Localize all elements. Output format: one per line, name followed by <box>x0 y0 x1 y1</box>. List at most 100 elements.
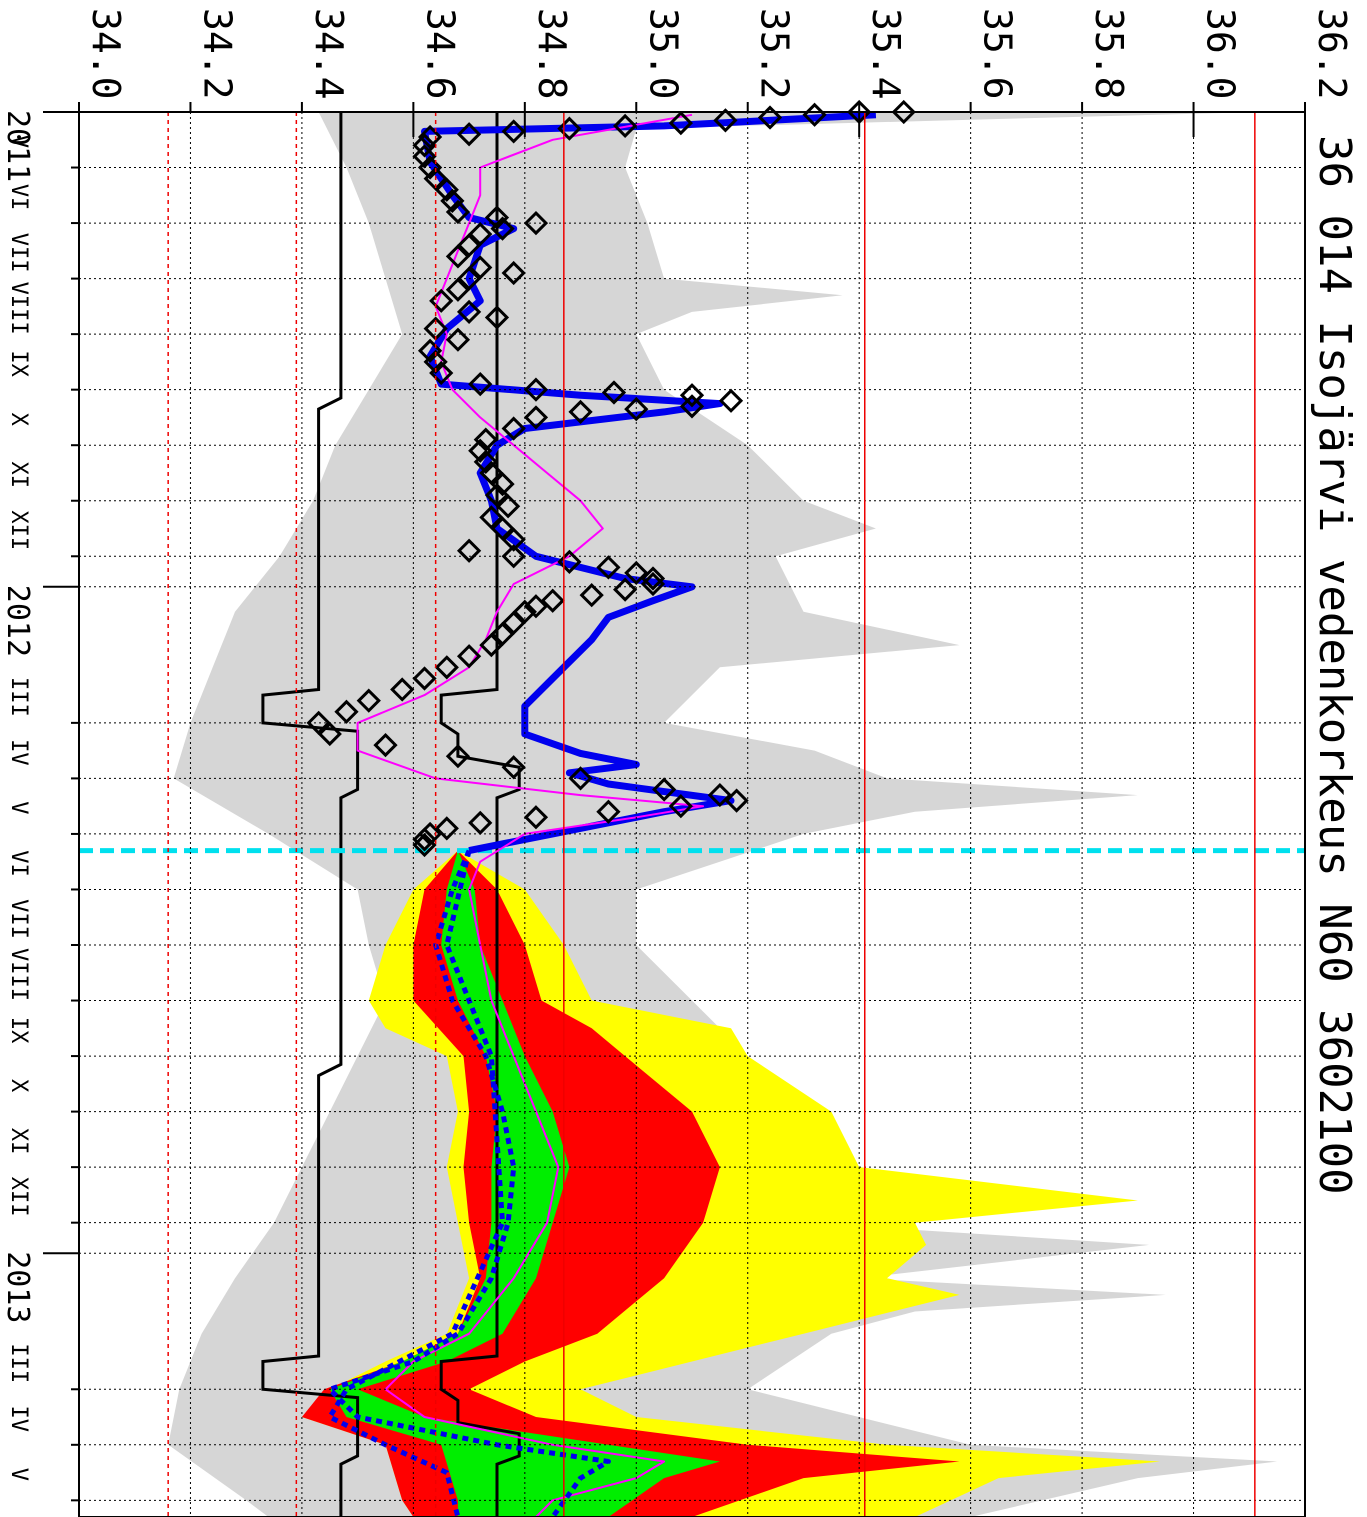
observation-marker <box>484 483 510 508</box>
observation-marker <box>468 438 493 463</box>
observation-marker <box>601 380 627 405</box>
chart-title: 36 014 Isojärvi vedenkorkeus N60 3602100 <box>1309 135 1360 1195</box>
observation-marker <box>473 427 498 452</box>
time-tick-label: IX <box>6 350 31 377</box>
observation-marker <box>640 571 666 597</box>
observation-marker <box>557 549 582 574</box>
series-line-2 <box>327 849 611 1517</box>
observation-marker <box>468 255 493 280</box>
value-tick-label: 34.2 <box>195 8 239 100</box>
observation-marker <box>501 610 526 636</box>
observation-marker <box>718 388 744 413</box>
observation-marker <box>495 494 521 519</box>
observation-marker <box>490 621 515 647</box>
historical-range-band <box>168 112 1278 1517</box>
time-tick-label: VII <box>6 233 31 273</box>
observation-marker <box>568 766 593 791</box>
observation-marker <box>613 577 638 602</box>
axes: 34.0 34.2 34.4 34.6 34.8 35.0 35.2 35.4 35.6 35.8… <box>0 8 1354 1517</box>
time-tick-label: VI <box>6 850 31 877</box>
observation-marker <box>490 216 515 241</box>
value-tick-label: 34.6 <box>418 8 462 100</box>
observation-marker <box>434 655 459 680</box>
time-tick-label: V <box>6 801 31 814</box>
observation-marker <box>445 244 471 269</box>
observation-marker <box>445 744 471 769</box>
observation-marker <box>652 777 677 802</box>
observation-marker <box>412 832 437 858</box>
observation-marker <box>523 405 549 430</box>
observation-marker <box>479 633 504 658</box>
time-tick-label: 2013 <box>0 1251 35 1323</box>
observation-marker <box>417 338 443 363</box>
time-tick-label: XII <box>6 510 31 550</box>
observation-marker <box>479 460 504 486</box>
observation-marker <box>501 527 526 552</box>
observation-marker <box>512 599 537 624</box>
regulation-limit-upper <box>261 112 360 1517</box>
time-tick-label: XI <box>6 461 31 488</box>
observation-marker <box>468 371 493 397</box>
observation-marker <box>417 155 443 180</box>
observation-marker <box>540 588 565 613</box>
value-tick-label: 35.4 <box>864 8 908 100</box>
observation-marker <box>429 360 454 386</box>
observation-marker <box>456 266 482 291</box>
time-tick-label: III <box>6 677 31 717</box>
observation-marker <box>434 177 459 202</box>
observation-marker <box>412 827 437 852</box>
observation-marker <box>390 677 415 702</box>
observation-marker <box>679 383 705 408</box>
observation-marker <box>456 538 482 563</box>
observation-marker <box>334 699 359 724</box>
observation-marker <box>568 399 593 425</box>
time-tick-label: VIII <box>6 282 31 335</box>
observation-marker <box>484 205 510 230</box>
observation-marker <box>523 805 549 830</box>
observation-marker <box>356 688 381 713</box>
observation-marker <box>640 566 666 591</box>
observation-marker <box>501 260 526 286</box>
observation-marker <box>473 449 498 474</box>
value-tick-label: 36.0 <box>1199 8 1243 100</box>
observation-marker <box>306 710 331 735</box>
observation-marker <box>440 188 465 213</box>
time-tick-label: XI <box>6 1128 31 1155</box>
observation-marker <box>679 394 705 419</box>
observation-marker <box>501 416 526 441</box>
value-tick-label: 34.4 <box>307 8 351 100</box>
time-tick-label: V <box>6 1468 31 1481</box>
observation-marker <box>423 166 448 191</box>
observation-marker <box>713 108 738 133</box>
value-tick-label: 35.8 <box>1087 8 1131 100</box>
observation-marker <box>468 222 493 247</box>
time-tick-label: 2011 <box>0 110 35 182</box>
observation-marker <box>490 471 515 497</box>
time-tick-label: 2012 <box>0 585 35 657</box>
observation-marker <box>456 644 482 669</box>
observation-marker <box>456 233 482 258</box>
observation-marker <box>373 732 398 758</box>
observation-marker <box>707 782 732 808</box>
observation-marker <box>317 721 342 747</box>
observation-marker <box>579 583 604 608</box>
plot-frame <box>78 111 1306 1517</box>
observation-marker <box>445 277 471 302</box>
observation-marker <box>412 144 437 169</box>
observation-marker <box>456 299 482 325</box>
time-tick-label: VI <box>6 184 31 211</box>
observation-marker <box>445 199 471 225</box>
observation-marker <box>412 133 437 158</box>
observation-marker <box>523 377 549 402</box>
observation-marker <box>429 288 454 313</box>
time-tick-label: IV <box>6 1406 31 1433</box>
observation-marker <box>445 327 471 352</box>
observation-marker <box>757 105 783 130</box>
value-tick-label: 36.2 <box>1310 8 1354 100</box>
time-tick-label: X <box>6 413 31 427</box>
observation-marker <box>456 122 482 147</box>
observation-marker <box>724 788 749 813</box>
observation-marker <box>523 594 549 619</box>
observation-marker <box>891 99 916 125</box>
